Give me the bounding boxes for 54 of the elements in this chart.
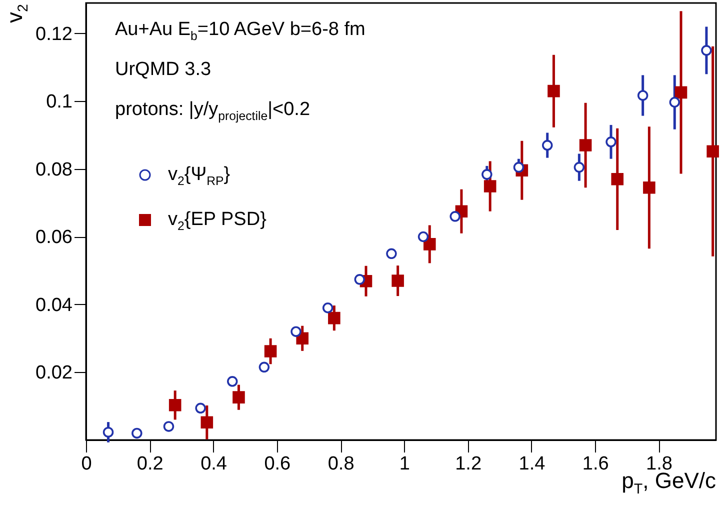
point <box>706 145 719 158</box>
point <box>354 274 366 285</box>
annotation: UrQMD 3.3 <box>115 59 212 80</box>
point <box>643 181 656 194</box>
x-tick-label: 1.6 <box>582 454 609 474</box>
point <box>264 345 277 358</box>
point <box>102 426 114 438</box>
point <box>168 398 182 412</box>
point <box>195 402 206 414</box>
y-tick-label: 0.04 <box>36 294 73 316</box>
point <box>669 96 680 108</box>
point <box>392 274 404 287</box>
point <box>450 211 460 222</box>
x-tick-label: 0.2 <box>136 454 164 474</box>
point <box>579 139 592 152</box>
point <box>611 173 624 186</box>
y-tick-label: 0.02 <box>36 362 72 384</box>
point <box>322 302 334 314</box>
legend-label: v$_{2}${Ψ$_{RP}$} <box>168 164 230 188</box>
point <box>484 180 496 192</box>
point <box>548 84 560 98</box>
x-tick-label: 0.4 <box>200 454 228 474</box>
y-tick-label: 0.1 <box>46 92 72 113</box>
y-tick-label: 0.06 <box>36 227 72 248</box>
point <box>674 86 688 99</box>
x-tick-label: 0 <box>81 454 92 474</box>
point <box>258 362 270 373</box>
x-tick-label: 0.8 <box>328 454 354 474</box>
point <box>386 248 397 260</box>
point <box>701 45 712 56</box>
point <box>423 238 436 250</box>
point <box>513 162 524 173</box>
y-tick-label: 0.12 <box>36 24 72 45</box>
point <box>200 416 214 429</box>
point <box>542 140 553 151</box>
point <box>232 391 245 404</box>
annotation: Au+Au E$_{b}$=10 AGeV b=6-8 fm <box>115 19 366 43</box>
point <box>290 326 302 337</box>
point <box>482 169 492 180</box>
point <box>132 428 142 439</box>
point <box>163 421 174 432</box>
point <box>574 162 585 173</box>
point <box>637 90 648 101</box>
annotation: protons: |y/y$_{projectile}$|<0.2 <box>115 99 310 123</box>
y-tick-label: 0.08 <box>36 159 72 180</box>
point <box>226 376 238 387</box>
point <box>606 136 616 148</box>
x-tick-label: 1.2 <box>455 454 482 474</box>
x-tick-label: 0.6 <box>264 454 291 474</box>
legend-label: v$_{2}${EP PSD} <box>168 209 266 233</box>
point <box>418 231 429 242</box>
x-tick-label: 1.4 <box>518 454 546 474</box>
point <box>328 312 340 324</box>
x-tick-label: 1 <box>399 454 410 474</box>
